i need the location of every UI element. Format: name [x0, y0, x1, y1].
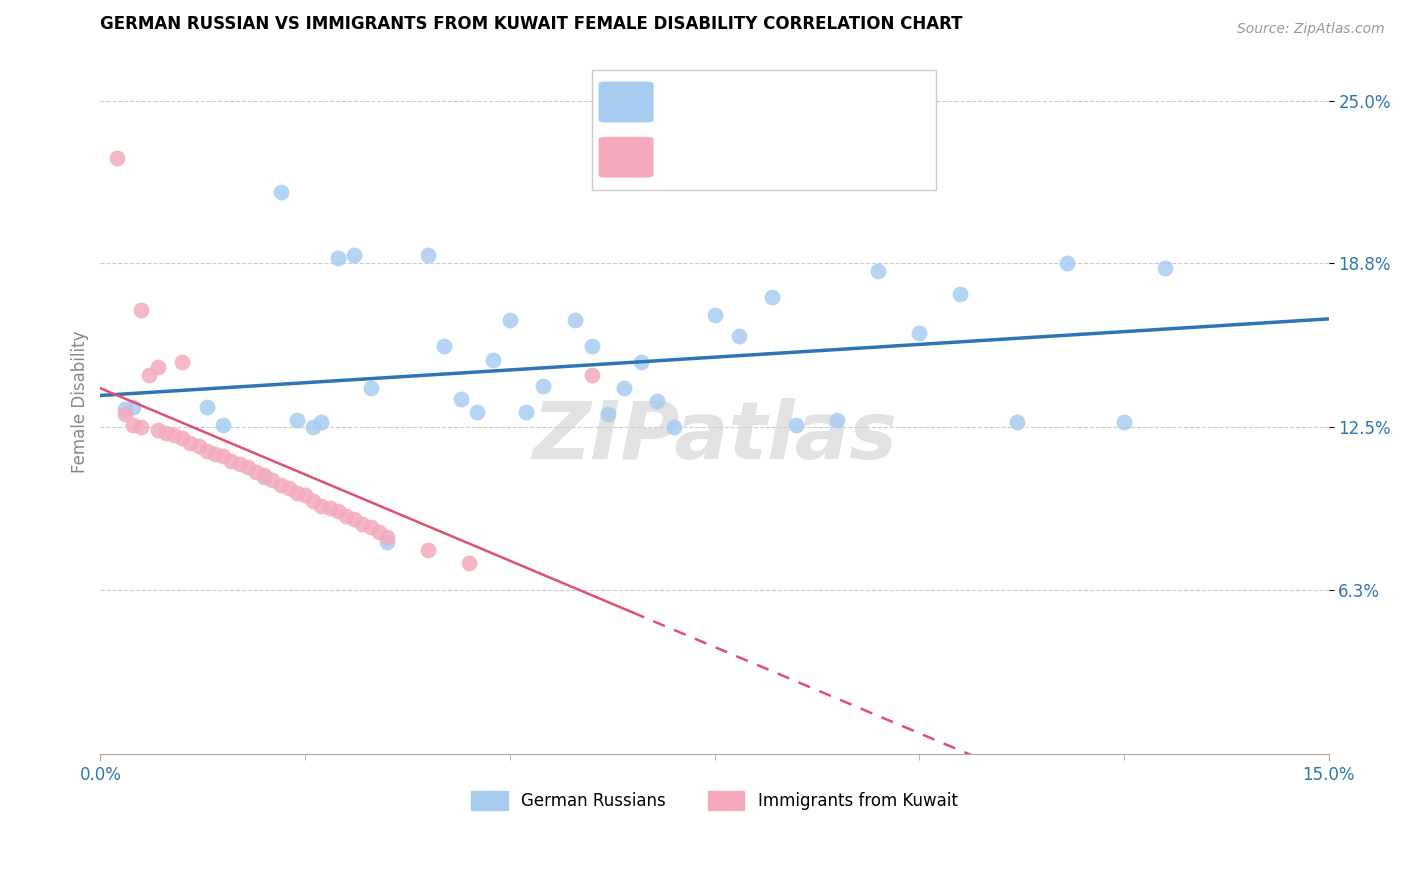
- Point: [187, 439, 209, 453]
- Point: [827, 412, 849, 426]
- Point: [728, 329, 751, 343]
- Point: [302, 420, 325, 434]
- Point: [172, 355, 194, 369]
- Point: [375, 530, 398, 544]
- Point: [416, 543, 439, 558]
- Point: [302, 493, 325, 508]
- Point: [212, 417, 235, 432]
- Point: [285, 485, 308, 500]
- Point: [146, 360, 169, 375]
- Point: [645, 394, 668, 409]
- Point: [949, 287, 972, 301]
- Text: ZIPatlas: ZIPatlas: [531, 398, 897, 475]
- Point: [253, 467, 276, 482]
- Point: [343, 512, 366, 526]
- Point: [335, 509, 357, 524]
- Point: [195, 444, 218, 458]
- Point: [352, 517, 374, 532]
- Point: [785, 417, 807, 432]
- Text: Source: ZipAtlas.com: Source: ZipAtlas.com: [1237, 22, 1385, 37]
- Point: [1154, 260, 1177, 275]
- Point: [499, 313, 522, 327]
- Point: [703, 308, 725, 322]
- Point: [318, 501, 340, 516]
- Point: [581, 339, 603, 353]
- Point: [195, 400, 218, 414]
- Point: [212, 449, 235, 463]
- Point: [326, 251, 349, 265]
- Point: [1112, 415, 1135, 429]
- Point: [1056, 256, 1078, 270]
- Point: [146, 423, 169, 437]
- Point: [228, 457, 250, 471]
- Point: [262, 473, 284, 487]
- Point: [908, 326, 931, 341]
- Point: [122, 400, 145, 414]
- Point: [311, 415, 333, 429]
- Point: [105, 151, 128, 165]
- Point: [253, 470, 276, 484]
- Point: [450, 392, 472, 406]
- Point: [172, 431, 194, 445]
- Text: GERMAN RUSSIAN VS IMMIGRANTS FROM KUWAIT FEMALE DISABILITY CORRELATION CHART: GERMAN RUSSIAN VS IMMIGRANTS FROM KUWAIT…: [100, 15, 963, 33]
- Point: [114, 402, 136, 417]
- Point: [179, 436, 201, 450]
- Point: [375, 535, 398, 549]
- Point: [122, 417, 145, 432]
- Point: [630, 355, 652, 369]
- Point: [114, 408, 136, 422]
- Point: [311, 499, 333, 513]
- Point: [596, 408, 619, 422]
- Point: [163, 428, 186, 442]
- Point: [270, 185, 292, 199]
- Point: [221, 454, 243, 468]
- Point: [360, 381, 382, 395]
- Point: [482, 352, 505, 367]
- Point: [868, 263, 890, 277]
- Point: [761, 290, 783, 304]
- Point: [416, 248, 439, 262]
- Point: [236, 459, 259, 474]
- Point: [326, 504, 349, 518]
- Point: [343, 248, 366, 262]
- Y-axis label: Female Disability: Female Disability: [72, 330, 89, 473]
- Point: [531, 378, 554, 392]
- Point: [245, 465, 267, 479]
- Point: [129, 420, 152, 434]
- Point: [270, 478, 292, 492]
- Point: [564, 313, 586, 327]
- Point: [515, 405, 537, 419]
- Point: [294, 488, 316, 502]
- Point: [138, 368, 160, 383]
- Point: [277, 481, 299, 495]
- Legend: German Russians, Immigrants from Kuwait: German Russians, Immigrants from Kuwait: [465, 784, 965, 816]
- Point: [457, 557, 479, 571]
- Point: [1007, 415, 1029, 429]
- Point: [367, 524, 389, 539]
- Point: [662, 420, 685, 434]
- Point: [204, 447, 226, 461]
- Point: [581, 368, 603, 383]
- Point: [433, 339, 456, 353]
- Point: [129, 302, 152, 317]
- Point: [285, 412, 308, 426]
- Point: [465, 405, 488, 419]
- Point: [613, 381, 636, 395]
- Point: [155, 425, 177, 440]
- Point: [360, 520, 382, 534]
